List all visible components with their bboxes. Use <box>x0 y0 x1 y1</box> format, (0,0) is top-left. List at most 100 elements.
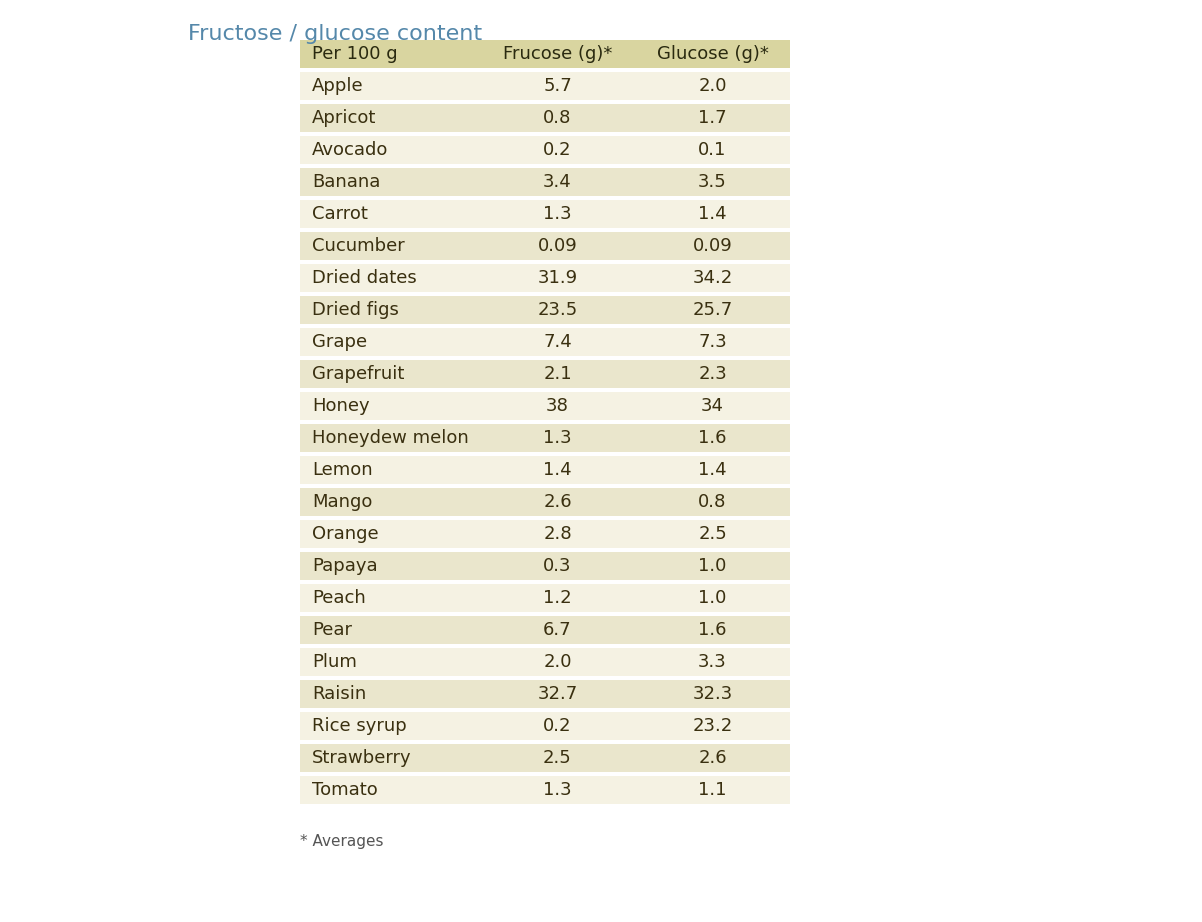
Bar <box>635 616 790 644</box>
Bar <box>480 392 635 420</box>
Bar <box>480 520 635 548</box>
Bar <box>635 328 790 356</box>
Bar <box>480 104 635 132</box>
Bar <box>300 520 480 548</box>
Text: 23.2: 23.2 <box>692 717 733 735</box>
Text: 3.3: 3.3 <box>698 653 727 671</box>
Bar <box>300 680 480 708</box>
Bar <box>635 680 790 708</box>
Text: Per 100 g: Per 100 g <box>313 45 398 63</box>
Bar <box>480 776 635 804</box>
Bar <box>300 648 480 676</box>
Bar <box>300 168 480 196</box>
Bar <box>480 200 635 228</box>
Text: 1.1: 1.1 <box>698 781 727 799</box>
Text: 31.9: 31.9 <box>537 269 578 287</box>
Bar <box>635 232 790 260</box>
Text: Fructose / glucose content: Fructose / glucose content <box>188 24 482 44</box>
Bar <box>480 328 635 356</box>
Bar <box>300 360 480 388</box>
Bar <box>300 776 480 804</box>
Bar <box>300 584 480 612</box>
Bar <box>635 520 790 548</box>
Text: 1.4: 1.4 <box>543 461 572 479</box>
Text: 2.6: 2.6 <box>543 493 572 511</box>
Text: 34: 34 <box>701 397 724 415</box>
Bar <box>480 680 635 708</box>
Text: 2.8: 2.8 <box>543 525 572 543</box>
Bar <box>635 712 790 740</box>
Bar <box>300 712 480 740</box>
Bar <box>300 616 480 644</box>
Bar <box>635 584 790 612</box>
Text: 0.8: 0.8 <box>698 493 727 511</box>
Bar <box>635 200 790 228</box>
Text: Frucose (g)*: Frucose (g)* <box>502 45 612 63</box>
Text: Dried dates: Dried dates <box>313 269 417 287</box>
Text: 32.3: 32.3 <box>692 685 733 703</box>
Bar <box>635 776 790 804</box>
Bar <box>635 552 790 580</box>
Bar <box>300 392 480 420</box>
Text: 3.5: 3.5 <box>698 173 727 191</box>
Text: Tomato: Tomato <box>313 781 377 799</box>
Text: 1.3: 1.3 <box>543 429 572 447</box>
Text: 1.3: 1.3 <box>543 781 572 799</box>
Text: 1.0: 1.0 <box>698 557 727 575</box>
Text: Apricot: Apricot <box>313 109 376 127</box>
Bar <box>300 200 480 228</box>
Text: Orange: Orange <box>313 525 379 543</box>
Text: 3.4: 3.4 <box>543 173 572 191</box>
Bar <box>480 648 635 676</box>
Text: Honey: Honey <box>313 397 370 415</box>
Bar <box>480 712 635 740</box>
Text: 34.2: 34.2 <box>692 269 733 287</box>
Text: 0.09: 0.09 <box>692 237 732 255</box>
Bar <box>300 328 480 356</box>
Bar <box>300 264 480 292</box>
Bar <box>480 360 635 388</box>
Text: Pear: Pear <box>313 621 352 639</box>
Bar <box>300 136 480 164</box>
Bar <box>635 456 790 484</box>
Bar <box>480 584 635 612</box>
Bar <box>635 744 790 772</box>
Bar <box>480 168 635 196</box>
Bar <box>300 232 480 260</box>
Bar <box>300 40 480 68</box>
Bar <box>300 744 480 772</box>
Text: Glucose (g)*: Glucose (g)* <box>656 45 768 63</box>
Text: Dried figs: Dried figs <box>313 301 399 319</box>
Bar <box>300 296 480 324</box>
Bar <box>300 72 480 100</box>
Text: 7.3: 7.3 <box>698 333 727 351</box>
Text: 2.3: 2.3 <box>698 365 727 383</box>
Bar <box>300 552 480 580</box>
Text: 2.0: 2.0 <box>543 653 572 671</box>
Text: 0.2: 0.2 <box>543 141 572 159</box>
Text: 6.7: 6.7 <box>543 621 572 639</box>
Text: 2.6: 2.6 <box>698 749 727 767</box>
Text: 0.3: 0.3 <box>543 557 572 575</box>
Text: 1.0: 1.0 <box>698 589 727 607</box>
Bar <box>300 104 480 132</box>
Text: 2.5: 2.5 <box>698 525 727 543</box>
Text: Apple: Apple <box>313 77 364 95</box>
Bar <box>635 648 790 676</box>
Bar <box>480 616 635 644</box>
Bar <box>480 552 635 580</box>
Bar <box>480 456 635 484</box>
Text: Lemon: Lemon <box>313 461 373 479</box>
Text: 1.7: 1.7 <box>698 109 727 127</box>
Text: 1.3: 1.3 <box>543 205 572 223</box>
Bar <box>635 264 790 292</box>
Bar <box>480 40 635 68</box>
Text: Papaya: Papaya <box>313 557 377 575</box>
Text: Avocado: Avocado <box>313 141 388 159</box>
Text: 1.2: 1.2 <box>543 589 572 607</box>
Bar <box>480 136 635 164</box>
Text: 1.6: 1.6 <box>698 621 727 639</box>
Text: Mango: Mango <box>313 493 373 511</box>
Text: 38: 38 <box>546 397 569 415</box>
Text: Plum: Plum <box>313 653 357 671</box>
